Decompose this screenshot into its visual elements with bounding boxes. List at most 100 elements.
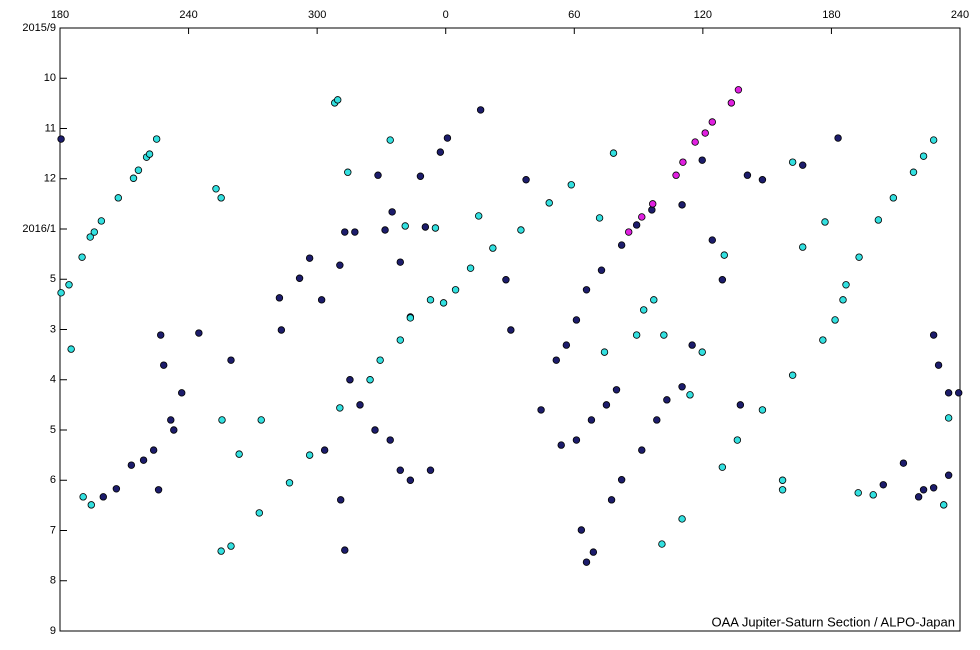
data-point [663, 396, 671, 404]
y-tick-label: 5 [50, 424, 56, 436]
data-point [356, 401, 364, 409]
data-point [572, 316, 581, 324]
data-point [426, 296, 435, 304]
data-point [114, 194, 122, 202]
data-point [178, 389, 186, 397]
data-point [658, 540, 666, 548]
data-point [99, 493, 107, 501]
footer: OAA Jupiter-Saturn Section / ALPO-Japan [711, 614, 955, 629]
data-point [255, 509, 263, 517]
data-point [336, 404, 344, 412]
data-point [632, 221, 641, 229]
data-point [439, 299, 448, 307]
data-point [97, 217, 106, 225]
data-point [934, 361, 943, 369]
data-point [406, 476, 415, 484]
data-point [341, 546, 349, 554]
data-point [617, 241, 626, 249]
data-point [489, 244, 497, 252]
data-point [638, 213, 646, 221]
data-point [701, 129, 709, 137]
data-point [341, 228, 349, 236]
data-point [366, 376, 374, 384]
data-point [86, 233, 94, 241]
data-point [537, 406, 545, 414]
y-tick-label: 3 [50, 323, 56, 335]
data-point [595, 214, 604, 222]
data-point [955, 389, 963, 397]
data-point [733, 436, 742, 444]
data-point [57, 289, 65, 297]
data-point [698, 348, 706, 356]
data-point [78, 253, 86, 261]
data-point [889, 194, 898, 202]
data-point [879, 481, 887, 489]
data-point [919, 486, 928, 494]
data-point [686, 391, 694, 399]
data-point [607, 496, 616, 504]
data-point [743, 171, 752, 179]
data-point [819, 336, 827, 344]
data-point [678, 515, 686, 523]
data-point [788, 158, 797, 166]
data-point [212, 185, 220, 193]
data-point [275, 294, 284, 302]
data-point [567, 181, 575, 189]
data-point [145, 150, 154, 158]
data-point [257, 416, 265, 424]
data-point [443, 134, 452, 142]
y-tick-label: 9 [50, 625, 56, 637]
data-point [914, 493, 923, 501]
y-tick-label: 12 [44, 173, 56, 185]
data-point [778, 486, 787, 494]
x-tick-label: 120 [694, 9, 712, 21]
data-point [217, 194, 225, 202]
data-point [127, 461, 136, 469]
data-point [653, 416, 661, 424]
data-point [346, 376, 354, 384]
data-point [874, 216, 883, 224]
data-point [736, 401, 745, 409]
data-point [899, 459, 908, 467]
data-point [587, 416, 596, 424]
data-point [597, 266, 606, 274]
data-point [691, 138, 699, 146]
data-point [612, 386, 621, 394]
data-point [778, 476, 787, 484]
data-point [734, 86, 743, 94]
data-point [139, 456, 148, 464]
data-point [421, 223, 430, 231]
data-point [502, 276, 510, 284]
data-point [839, 296, 847, 304]
data-point [154, 486, 163, 494]
data-point [426, 466, 435, 474]
data-point [698, 156, 706, 164]
data-point [374, 171, 382, 179]
data-point [129, 174, 138, 182]
data-point [672, 171, 680, 179]
data-point [679, 158, 687, 166]
data-point [919, 152, 928, 160]
data-point [929, 136, 938, 144]
data-point [799, 243, 807, 251]
data-point [640, 306, 648, 314]
data-point [718, 276, 727, 284]
y-tick-label: 11 [45, 122, 56, 134]
data-point [854, 489, 862, 497]
data-point [167, 416, 175, 424]
data-point [334, 96, 342, 104]
data-point [90, 228, 98, 236]
y-tick-label: 10 [44, 72, 56, 84]
x-tick-label: 180 [51, 9, 69, 21]
data-point [277, 326, 286, 334]
data-point [157, 331, 165, 339]
data-point [842, 281, 850, 289]
data-point [376, 356, 384, 364]
data-point [799, 161, 807, 169]
data-point [609, 149, 618, 157]
data-point [152, 135, 161, 143]
data-point [67, 345, 75, 353]
data-point [758, 176, 767, 184]
data-point [638, 446, 646, 454]
x-tick-label: 240 [179, 9, 197, 21]
